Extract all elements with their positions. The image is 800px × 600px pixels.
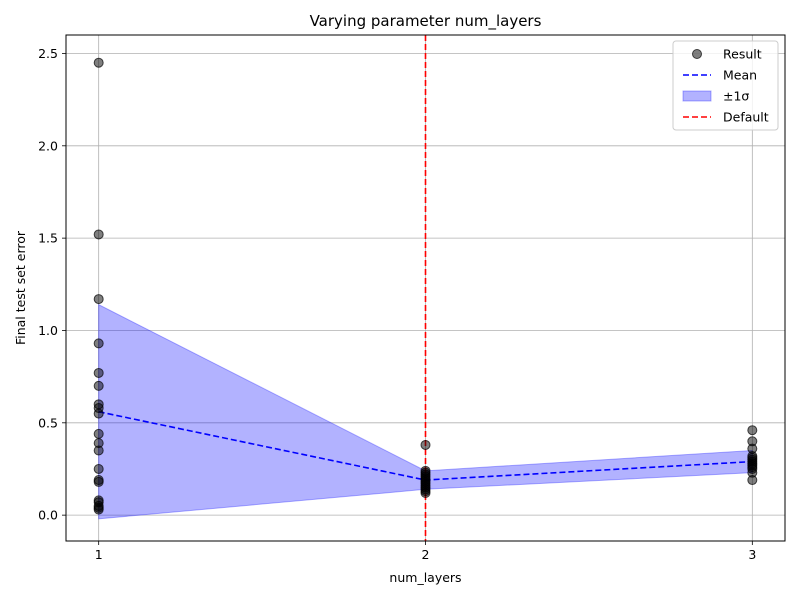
legend-marker-result: [692, 49, 702, 59]
result-point: [93, 57, 104, 68]
y-tick-label: 0.0: [38, 508, 58, 523]
chart-title: Varying parameter num_layers: [310, 12, 542, 31]
result-point: [93, 408, 104, 419]
y-tick-label: 1.5: [38, 231, 58, 246]
legend-label: Mean: [723, 68, 757, 83]
result-point: [93, 294, 104, 305]
y-tick-label: 2.0: [38, 138, 58, 153]
ticks: 1 2 3 0.0 0.5 1.0 1.5 2.0 2.5: [38, 46, 756, 562]
result-point: [93, 338, 104, 349]
result-point: [93, 367, 104, 378]
legend-box: [672, 40, 779, 131]
legend-label: Result: [723, 47, 762, 62]
result-point: [93, 428, 104, 439]
y-axis-label: Final test set error: [13, 230, 28, 345]
result-points-layer: [93, 57, 758, 515]
y-tick-label: 2.5: [38, 46, 58, 61]
result-point: [93, 504, 104, 515]
x-axis-label: num_layers: [389, 570, 461, 585]
legend-label: ±1σ: [723, 89, 749, 104]
legend: Result Mean ±1σ Default: [672, 40, 779, 131]
y-tick-label: 1.0: [38, 323, 58, 338]
result-point: [93, 445, 104, 456]
x-tick-label: 2: [422, 547, 430, 562]
y-tick-label: 0.5: [38, 415, 58, 430]
legend-marker-band: [682, 90, 712, 102]
result-point: [93, 463, 104, 474]
x-tick-label: 1: [95, 547, 103, 562]
result-point: [420, 487, 431, 498]
result-point: [420, 439, 431, 450]
result-point: [93, 229, 104, 240]
result-point: [747, 475, 758, 486]
x-tick-label: 3: [748, 547, 756, 562]
result-point: [93, 380, 104, 391]
result-point: [747, 425, 758, 436]
result-point: [93, 476, 104, 487]
legend-label: Default: [723, 110, 769, 125]
